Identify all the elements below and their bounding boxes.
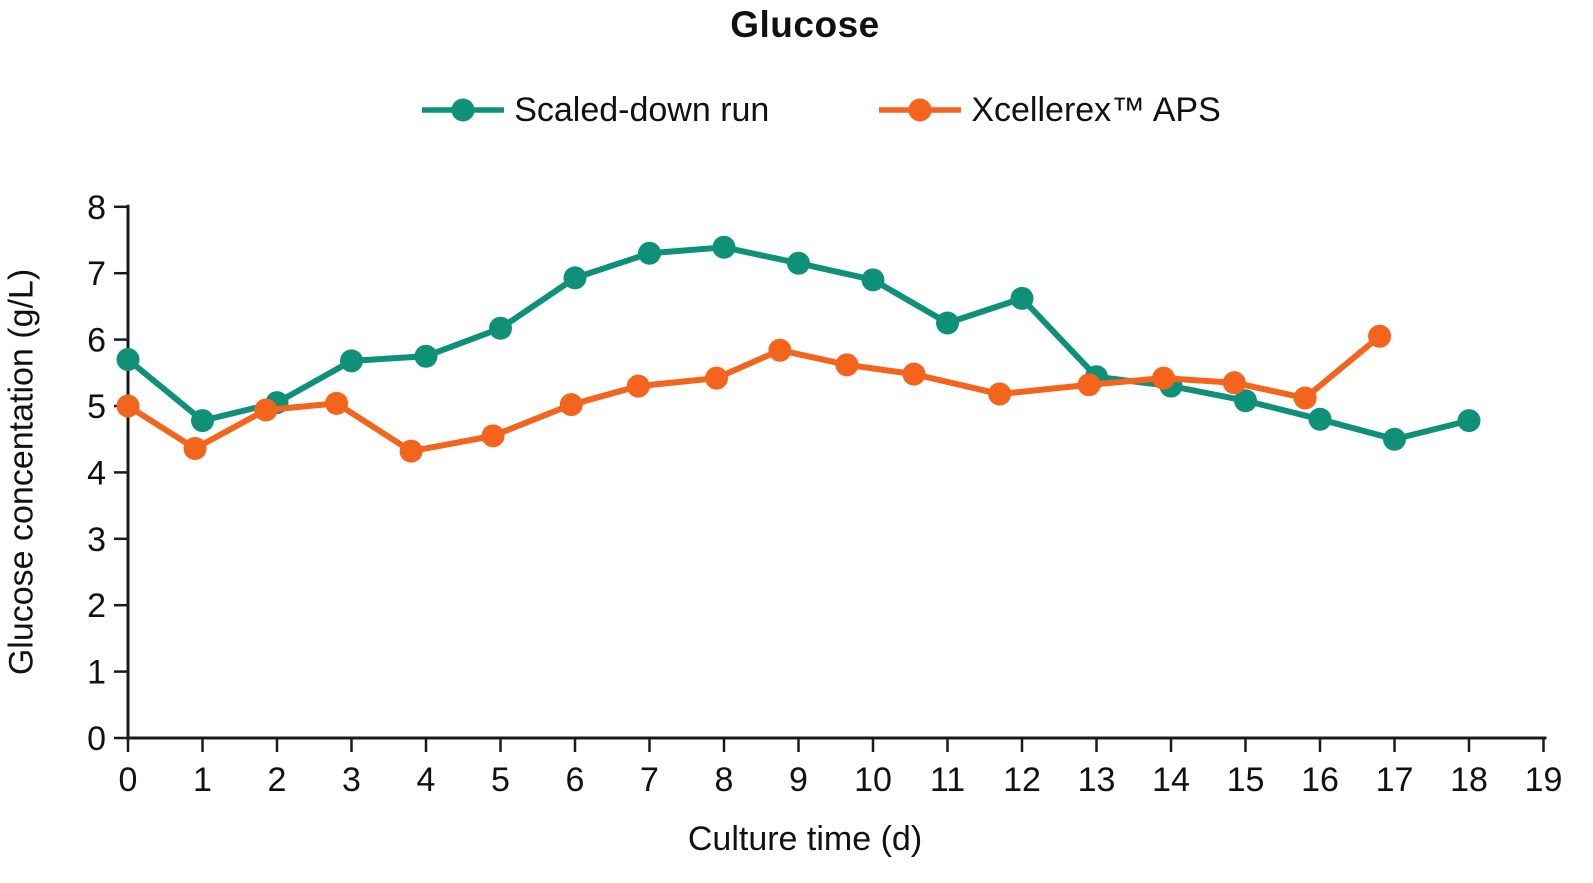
x-tick-label: 16	[1301, 761, 1339, 799]
data-point-xcellerex-aps	[116, 394, 140, 418]
legend-label-scaled-down-run: Scaled-down run	[514, 91, 770, 129]
x-tick-label: 17	[1376, 761, 1414, 799]
y-tick-label: 2	[87, 587, 106, 625]
data-point-xcellerex-aps	[399, 439, 423, 463]
legend-item-xcellerex-aps: Xcellerex™ APS	[879, 88, 1221, 132]
x-tick-label: 10	[854, 761, 892, 799]
x-tick-label: 13	[1078, 761, 1116, 799]
y-tick-label: 3	[87, 521, 106, 559]
x-tick-label: 14	[1152, 761, 1190, 799]
data-point-xcellerex-aps	[325, 391, 349, 415]
data-point-scaled-down-run	[1308, 407, 1332, 431]
series-line-xcellerex-aps	[125, 333, 1383, 455]
data-point-scaled-down-run	[1383, 427, 1406, 451]
data-point-xcellerex-aps	[481, 424, 505, 448]
data-point-scaled-down-run	[414, 344, 438, 368]
y-tick-label: 8	[87, 189, 106, 227]
x-tick-label: 4	[417, 761, 436, 799]
x-tick-label: 18	[1450, 761, 1488, 799]
x-tick-label: 0	[119, 761, 138, 799]
x-tick-label: 3	[342, 761, 361, 799]
data-point-xcellerex-aps	[1368, 324, 1392, 348]
data-point-xcellerex-aps	[988, 382, 1012, 406]
data-point-scaled-down-run	[1457, 409, 1481, 433]
x-tick-label: 11	[930, 761, 965, 799]
y-axis-title: Glucose concentation (g/L)	[2, 268, 41, 676]
data-point-scaled-down-run	[191, 409, 214, 433]
x-tick-label: 2	[268, 761, 287, 799]
data-point-xcellerex-aps	[705, 366, 729, 390]
data-point-scaled-down-run	[563, 266, 587, 290]
x-tick-label: 1	[193, 761, 212, 799]
y-tick-label: 7	[87, 255, 106, 293]
x-tick-label: 12	[1003, 761, 1041, 799]
data-point-xcellerex-aps	[626, 374, 650, 398]
y-tick-label: 6	[87, 322, 106, 360]
data-point-xcellerex-aps	[183, 436, 207, 460]
y-tick-label: 0	[87, 720, 106, 758]
data-point-xcellerex-aps	[1077, 373, 1101, 397]
legend-item-scaled-down-run: Scaled-down run	[422, 88, 769, 132]
x-tick-label: 7	[640, 761, 659, 799]
x-tick-label: 6	[566, 761, 585, 799]
y-tick-label: 1	[87, 654, 106, 692]
data-point-scaled-down-run	[712, 235, 736, 259]
data-point-scaled-down-run	[340, 349, 363, 373]
data-point-scaled-down-run	[116, 348, 140, 372]
y-tick-label: 5	[87, 388, 106, 426]
data-point-scaled-down-run	[787, 251, 810, 275]
legend-marker-xcellerex-aps	[879, 98, 962, 122]
chart-title: Glucose	[730, 4, 880, 45]
data-point-xcellerex-aps	[254, 398, 278, 422]
y-tick-label: 4	[87, 454, 106, 492]
legend-dot	[908, 98, 932, 122]
x-tick-label: 5	[491, 761, 510, 799]
legend-label-xcellerex-aps: Xcellerex™ APS	[971, 91, 1221, 129]
x-tick-label: 9	[789, 761, 808, 799]
data-point-scaled-down-run	[1234, 389, 1257, 413]
data-point-xcellerex-aps	[1222, 371, 1246, 395]
legend-marker-scaled-down-run	[422, 98, 505, 122]
data-point-xcellerex-aps	[768, 338, 792, 362]
data-point-scaled-down-run	[861, 268, 885, 292]
data-point-xcellerex-aps	[835, 353, 859, 377]
data-point-scaled-down-run	[489, 316, 512, 340]
data-point-xcellerex-aps	[902, 362, 926, 386]
data-point-xcellerex-aps	[559, 393, 583, 417]
x-tick-label: 15	[1227, 761, 1265, 799]
x-tick-label: 8	[715, 761, 734, 799]
data-point-scaled-down-run	[936, 311, 959, 335]
x-tick-label: 19	[1525, 761, 1563, 799]
legend-dot	[451, 98, 475, 122]
data-point-scaled-down-run	[638, 241, 661, 265]
legend: Scaled-down run Xcellerex™ APS	[50, 88, 1593, 132]
data-point-xcellerex-aps	[1152, 366, 1176, 390]
data-point-xcellerex-aps	[1293, 386, 1317, 410]
x-axis-title: Culture time (d)	[687, 820, 923, 858]
data-point-scaled-down-run	[1010, 286, 1034, 310]
